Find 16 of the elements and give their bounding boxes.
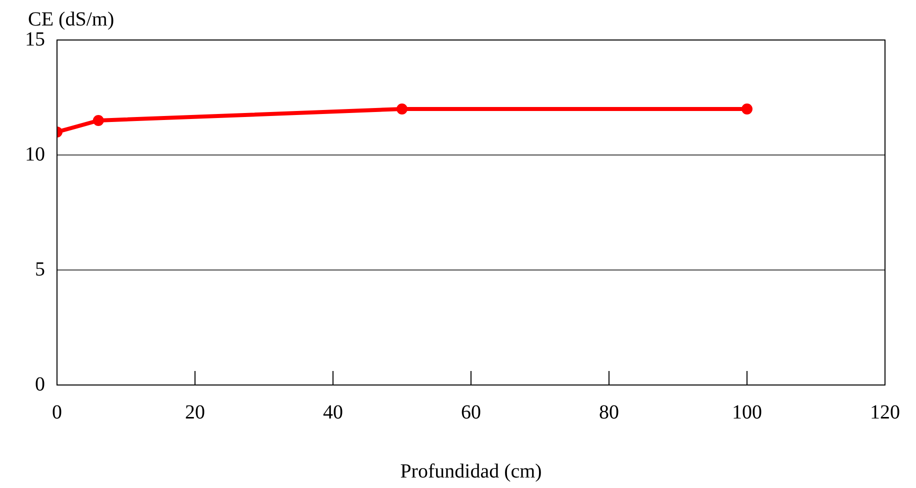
x-axis-title: Profundidad (cm) [400, 460, 542, 482]
point [396, 104, 408, 114]
x-tick-label: 20 [185, 401, 205, 424]
x-tick-label: 60 [461, 401, 481, 424]
y-axis-title: CE (dS/m) [28, 8, 114, 30]
x-tick-label: 120 [870, 401, 900, 424]
x-tick-label: 80 [599, 401, 619, 424]
y-tick-label: 15 [25, 28, 45, 50]
point [742, 104, 752, 114]
point [92, 115, 104, 126]
x-tick-label: 100 [732, 401, 762, 424]
y-tick-label: 0 [35, 373, 45, 396]
y-tick-label: 10 [25, 143, 45, 166]
y-tick-label: 5 [35, 258, 45, 280]
x-tick-label: 40 [323, 401, 343, 424]
x-tick-label: 0 [52, 401, 62, 424]
